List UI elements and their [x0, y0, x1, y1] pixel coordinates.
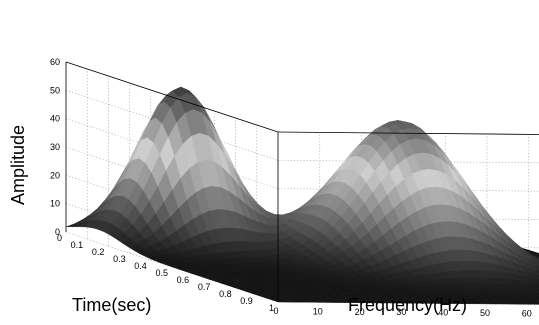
time-tick: 0 — [57, 233, 62, 243]
amplitude-tick: 60 — [50, 57, 60, 67]
frequency-tick: 30 — [396, 307, 406, 317]
amplitude-axis-label: Amplitude — [8, 125, 28, 205]
amplitude-tick: 30 — [50, 142, 60, 152]
time-tick-labels: 0 0.1 0.2 0.3 0.4 0.5 0.6 0.7 0.8 0.9 1 — [57, 233, 274, 313]
frequency-tick: 20 — [355, 307, 365, 317]
axis-edge — [277, 131, 539, 135]
frequency-axis-label: Frequency(Hz) — [348, 295, 467, 315]
frequency-tick: 10 — [313, 306, 323, 316]
time-tick: 0.4 — [134, 261, 147, 271]
amplitude-tick-labels: 0 10 20 30 40 50 60 — [50, 57, 60, 237]
time-tick: 0.1 — [71, 240, 84, 250]
amplitude-tick: 20 — [50, 170, 60, 180]
frequency-tick: 50 — [480, 308, 490, 318]
time-axis-label: Time(sec) — [72, 295, 151, 315]
time-tick: 0.8 — [219, 289, 232, 299]
time-tick: 1 — [269, 303, 274, 313]
time-tick: 0.6 — [177, 275, 190, 285]
surface-layer — [65, 86, 539, 305]
time-tick: 0.3 — [113, 254, 126, 264]
surface-patch — [271, 299, 287, 303]
axis-edge — [65, 61, 279, 133]
frequency-tick: 0 — [273, 306, 278, 316]
time-tick: 0.7 — [198, 282, 211, 292]
amplitude-tick: 0 — [55, 227, 60, 237]
frequency-tick: 40 — [438, 308, 448, 318]
amplitude-tick: 10 — [50, 199, 60, 209]
time-tick: 0.2 — [92, 247, 105, 257]
grid-line — [65, 118, 279, 189]
axis-edges — [65, 61, 539, 302]
time-tick: 0.5 — [155, 268, 168, 278]
amplitude-tick: 40 — [50, 114, 60, 124]
frequency-tick-labels: 0102030405060708090100 — [273, 306, 532, 318]
frequency-tick: 60 — [522, 308, 532, 318]
time-tick: 0.9 — [240, 296, 253, 306]
grid-line — [277, 188, 539, 192]
grid-line — [65, 90, 279, 161]
amplitude-tick: 50 — [50, 85, 60, 95]
